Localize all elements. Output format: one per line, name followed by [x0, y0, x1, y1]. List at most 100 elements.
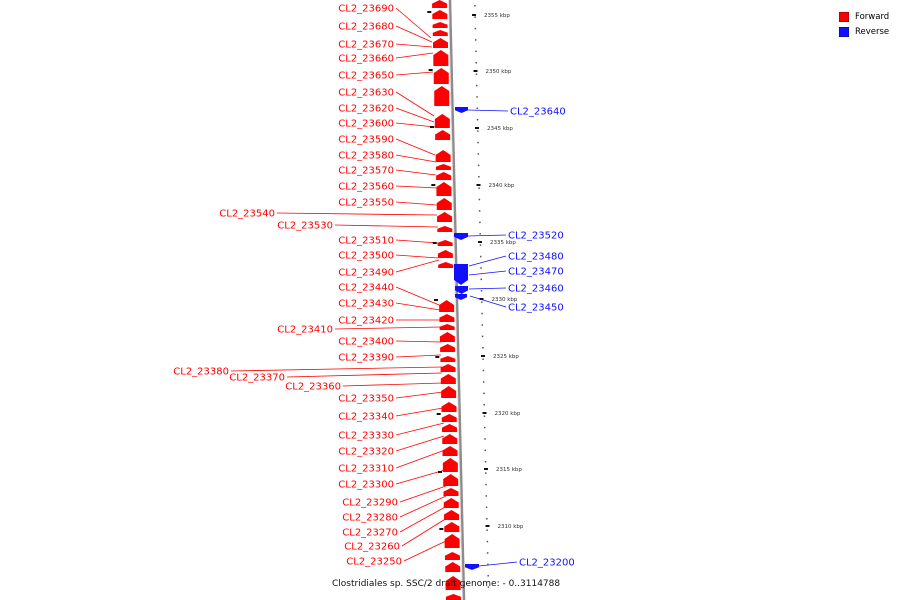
forward-gene-label[interactable]: CL2_23360 — [285, 382, 341, 393]
forward-gene-label[interactable]: CL2_23320 — [338, 447, 394, 458]
forward-gene-label[interactable]: CL2_23540 — [219, 209, 275, 220]
genome-backbone — [448, 0, 466, 600]
reverse-leader-line — [468, 287, 507, 290]
forward-gene-label[interactable]: CL2_23620 — [338, 104, 394, 115]
forward-gene-label[interactable]: CL2_23260 — [344, 542, 400, 553]
minor-tick — [481, 335, 484, 338]
forward-gene-label[interactable]: CL2_23270 — [342, 528, 398, 539]
forward-gene-arrow — [445, 594, 461, 600]
forward-leader-line — [334, 326, 442, 330]
minor-tick — [482, 381, 485, 383]
minor-tick — [481, 312, 483, 315]
forward-gene-arrow — [437, 250, 453, 258]
backbone-group — [448, 0, 466, 600]
major-tick — [482, 412, 487, 414]
strand-tick — [429, 126, 434, 128]
forward-gene-label[interactable]: CL2_23290 — [342, 498, 398, 509]
major-tick — [475, 127, 479, 129]
reverse-gene-label[interactable]: CL2_23200 — [519, 558, 575, 569]
forward-gene-label[interactable]: CL2_23410 — [277, 325, 333, 336]
forward-gene-label[interactable]: CL2_23420 — [338, 316, 394, 327]
minor-tick — [481, 301, 483, 303]
reverse-gene-arrow — [454, 264, 468, 285]
forward-leader-line — [230, 366, 443, 372]
strand-tick — [439, 528, 444, 530]
reverse-gene-arrow — [455, 294, 467, 300]
forward-gene-label[interactable]: CL2_23250 — [346, 557, 402, 568]
forward-gene-label[interactable]: CL2_23670 — [338, 40, 394, 51]
minor-tick — [474, 39, 477, 41]
forward-gene-label[interactable]: CL2_23590 — [338, 135, 394, 146]
forward-leader-line — [395, 185, 438, 189]
forward-gene-label[interactable]: CL2_23600 — [338, 119, 394, 130]
forward-gene-label[interactable]: CL2_23580 — [338, 151, 394, 162]
forward-gene-label[interactable]: CL2_23490 — [338, 268, 394, 279]
forward-gene-label[interactable]: CL2_23340 — [338, 412, 394, 423]
forward-gene-label[interactable]: CL2_23440 — [338, 283, 394, 294]
minor-tick — [477, 141, 479, 144]
forward-gene-label[interactable]: CL2_23300 — [338, 480, 394, 491]
forward-gene-arrow — [441, 414, 457, 422]
reverse-leader-line — [467, 234, 507, 237]
strand-tick — [431, 184, 436, 186]
forward-gene-label[interactable]: CL2_23650 — [338, 71, 394, 82]
forward-gene-label[interactable]: CL2_23560 — [338, 182, 394, 193]
reverse-gene-label[interactable]: CL2_23460 — [508, 284, 564, 295]
forward-gene-arrow — [435, 150, 451, 162]
minor-tick — [482, 347, 484, 349]
forward-gene-label[interactable]: CL2_23330 — [338, 431, 394, 442]
forward-gene-arrow — [440, 364, 456, 372]
forward-gene-arrow — [432, 22, 448, 28]
forward-gene-label[interactable]: CL2_23350 — [338, 394, 394, 405]
strand-tick — [434, 299, 438, 301]
forward-gene-label[interactable]: CL2_23310 — [338, 464, 394, 475]
forward-gene-label[interactable]: CL2_23500 — [338, 251, 394, 262]
reverse-gene-label[interactable]: CL2_23480 — [508, 252, 564, 263]
forward-leader-line — [395, 169, 437, 176]
forward-gene-label[interactable]: CL2_23630 — [338, 88, 394, 99]
minor-tick — [476, 119, 479, 121]
reverse-gene-label[interactable]: CL2_23450 — [508, 303, 564, 314]
forward-gene-label[interactable]: CL2_23550 — [338, 198, 394, 209]
reverse-gene-label[interactable]: CL2_23640 — [510, 107, 566, 118]
forward-gene-label[interactable]: CL2_23660 — [338, 54, 394, 65]
forward-gene-arrow — [433, 68, 449, 84]
strand-tick — [436, 413, 441, 415]
minor-tick — [486, 518, 488, 520]
reverse-genes-group — [454, 107, 479, 570]
forward-gene-label[interactable]: CL2_23380 — [173, 367, 229, 378]
minor-tick — [475, 84, 478, 87]
forward-leader-line — [395, 71, 434, 76]
forward-gene-label[interactable]: CL2_23280 — [342, 513, 398, 524]
major-tick — [472, 14, 476, 16]
reverse-leader-line — [478, 561, 518, 567]
forward-gene-arrow — [445, 562, 461, 572]
forward-gene-label[interactable]: CL2_23530 — [277, 221, 333, 232]
minor-tick — [482, 358, 484, 360]
forward-gene-label[interactable]: CL2_23690 — [338, 4, 394, 15]
minor-tick — [474, 27, 477, 30]
forward-gene-label[interactable]: CL2_23680 — [338, 22, 394, 33]
forward-gene-label[interactable]: CL2_23570 — [338, 166, 394, 177]
minor-tick — [483, 426, 486, 429]
forward-gene-label[interactable]: CL2_23510 — [338, 236, 394, 247]
forward-leader-line — [342, 382, 443, 387]
minor-tick — [483, 415, 486, 417]
forward-gene-arrow — [440, 374, 456, 384]
forward-gene-label[interactable]: CL2_23430 — [338, 299, 394, 310]
forward-gene-label[interactable]: CL2_23370 — [229, 373, 285, 384]
forward-gene-arrow — [432, 10, 448, 19]
forward-leader-line — [276, 212, 438, 216]
forward-gene-label[interactable]: CL2_23390 — [338, 353, 394, 364]
forward-gene-arrow — [443, 488, 459, 496]
reverse-gene-label[interactable]: CL2_23470 — [508, 267, 564, 278]
tick-label: 2345 kbp — [487, 126, 513, 132]
minor-tick — [481, 324, 484, 326]
forward-leader-line — [395, 407, 444, 417]
forward-gene-label[interactable]: CL2_23400 — [338, 337, 394, 348]
reverse-gene-label[interactable]: CL2_23520 — [508, 231, 564, 242]
forward-gene-arrow — [442, 458, 458, 472]
forward-gene-arrow — [441, 386, 457, 398]
forward-gene-arrow — [444, 522, 460, 532]
minor-tick — [477, 130, 479, 132]
